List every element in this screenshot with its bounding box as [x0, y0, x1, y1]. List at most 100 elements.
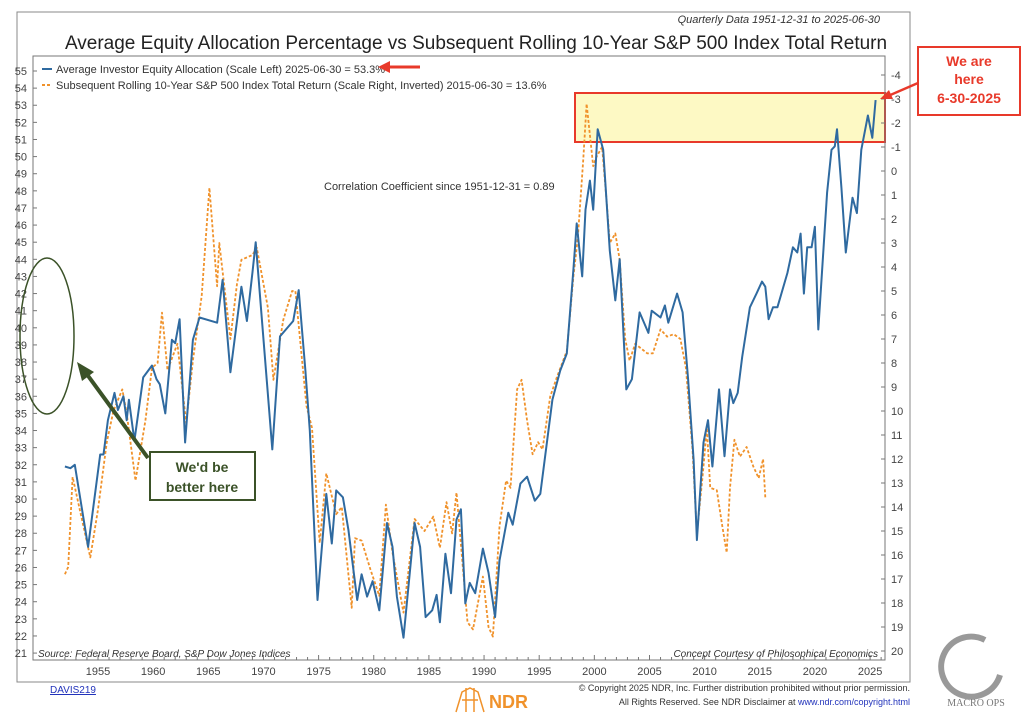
right-tick-label: 9	[891, 382, 897, 394]
x-tick-label: 2020	[803, 666, 827, 678]
legend-label-allocation: Average Investor Equity Allocation (Scal…	[56, 64, 385, 76]
right-tick-label: -4	[891, 70, 901, 82]
better-here-arrow-icon	[77, 362, 150, 460]
left-tick-label: 54	[15, 83, 27, 95]
right-tick-label: 7	[891, 334, 897, 346]
right-tick-label: 16	[891, 550, 903, 562]
x-tick-label: 2010	[692, 666, 716, 678]
left-tick-label: 28	[15, 528, 27, 540]
legend-label-return: Subsequent Rolling 10-Year S&P 500 Index…	[56, 80, 547, 92]
ndr-bull-icon	[455, 687, 485, 713]
x-tick-label: 2015	[748, 666, 772, 678]
macro-ops-logo: MACRO OPS	[938, 633, 1005, 709]
right-tick-label: 1	[891, 190, 897, 202]
we-are-here-line2: here	[954, 71, 984, 87]
quarterly-note: Quarterly Data 1951-12-31 to 2025-06-30	[678, 14, 881, 26]
highlight-zone	[574, 92, 886, 143]
right-tick-label: 15	[891, 526, 903, 538]
right-tick-label: 8	[891, 358, 897, 370]
right-tick-label: 19	[891, 622, 903, 634]
x-tick-label: 1975	[306, 666, 330, 678]
left-tick-label: 27	[15, 545, 27, 557]
left-tick-label: 44	[15, 254, 27, 266]
macro-ops-logo-text: MACRO OPS	[947, 698, 1005, 709]
right-tick-label: 2	[891, 214, 897, 226]
left-tick-label: 29	[15, 511, 27, 523]
x-tick-label: 1965	[196, 666, 220, 678]
macro-ops-circle-icon	[938, 633, 1003, 700]
left-tick-label: 36	[15, 391, 27, 403]
left-tick-label: 25	[15, 580, 27, 592]
right-tick-label: 4	[891, 262, 897, 274]
right-tick-label: 12	[891, 454, 903, 466]
x-tick-label: 1955	[86, 666, 110, 678]
we-are-here-line3: 6-30-2025	[937, 90, 1001, 106]
right-tick-label: 5	[891, 286, 897, 298]
left-tick-label: 55	[15, 66, 27, 78]
we-are-here-arrow-icon	[880, 81, 919, 99]
left-tick-label: 53	[15, 100, 27, 112]
plot-frame	[32, 55, 886, 661]
x-tick-label: 1990	[472, 666, 496, 678]
we-are-here-box	[917, 46, 1021, 116]
right-tick-label: 6	[891, 310, 897, 322]
x-tick-label: 2005	[637, 666, 661, 678]
x-tick-label: 2025	[858, 666, 882, 678]
legend-red-arrow-icon	[378, 61, 420, 73]
outer-frame	[16, 11, 911, 683]
left-tick-label: 46	[15, 220, 27, 232]
right-tick-label: 17	[891, 574, 903, 586]
x-tick-label: 1970	[251, 666, 275, 678]
source-note: Source: Federal Reserve Board, S&P Dow J…	[38, 649, 291, 660]
left-tick-label: 35	[15, 408, 27, 420]
copyright-line-1: © Copyright 2025 NDR, Inc. Further distr…	[579, 683, 910, 693]
copyright-line-2: All Rights Reserved. See NDR Disclaimer …	[619, 697, 910, 707]
x-tick-label: 2000	[582, 666, 606, 678]
concept-note: Concept Courtesy of Philosophical Econom…	[673, 649, 878, 660]
left-tick-label: 26	[15, 562, 27, 574]
copyright-text: All Rights Reserved. See NDR Disclaimer …	[619, 697, 798, 707]
left-tick-label: 34	[15, 426, 27, 438]
x-tick-label: 1995	[527, 666, 551, 678]
series-layer	[64, 100, 877, 639]
right-tick-label: -3	[891, 94, 901, 106]
correlation-note: Correlation Coefficient since 1951-12-31…	[324, 181, 555, 193]
left-tick-label: 52	[15, 117, 27, 129]
right-tick-label: -2	[891, 118, 901, 130]
left-tick-label: 23	[15, 614, 27, 626]
left-tick-label: 30	[15, 494, 27, 506]
better-here-line2: better here	[166, 479, 239, 495]
right-tick-label: 14	[891, 502, 903, 514]
left-tick-label: 21	[15, 648, 27, 660]
better-zone-ellipse	[19, 257, 75, 415]
x-tick-label: 1985	[417, 666, 441, 678]
left-tick-label: 31	[15, 477, 27, 489]
left-tick-label: 50	[15, 152, 27, 164]
left-tick-label: 47	[15, 203, 27, 215]
left-tick-label: 51	[15, 134, 27, 146]
ndr-logo-text: NDR	[489, 692, 528, 712]
left-tick-label: 32	[15, 460, 27, 472]
right-tick-label: 10	[891, 406, 903, 418]
left-tick-label: 40	[15, 323, 27, 335]
copyright-link[interactable]: www.ndr.com/copyright.html	[797, 697, 910, 707]
right-tick-label: 20	[891, 646, 903, 658]
left-tick-label: 24	[15, 597, 27, 609]
right-tick-label: 13	[891, 478, 903, 490]
right-tick-label: 18	[891, 598, 903, 610]
left-tick-label: 48	[15, 186, 27, 198]
left-tick-label: 49	[15, 169, 27, 181]
left-tick-label: 22	[15, 631, 27, 643]
right-tick-label: 3	[891, 238, 897, 250]
ndr-logo: NDR	[455, 687, 528, 713]
left-tick-label: 33	[15, 443, 27, 455]
better-here-line1: We'd be	[176, 459, 229, 475]
rolling-return-line	[64, 102, 767, 638]
x-tick-label: 1980	[362, 666, 386, 678]
chart-title: Average Equity Allocation Percentage vs …	[65, 33, 887, 54]
left-tick-label: 45	[15, 237, 27, 249]
right-tick-label: 0	[891, 166, 897, 178]
chart-code-link[interactable]: DAVIS219	[50, 685, 96, 696]
axes: 2122232425262728293031323334353637383940…	[15, 66, 904, 678]
